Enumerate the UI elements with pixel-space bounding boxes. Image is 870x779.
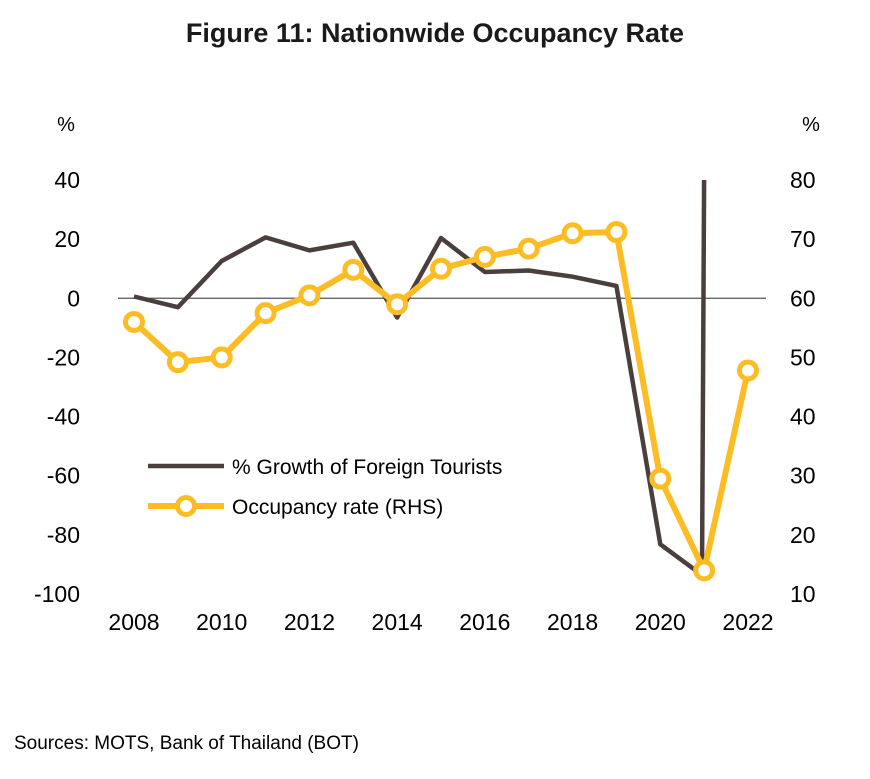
y-left-tick-label: -40 — [47, 404, 80, 430]
occupancy-point — [430, 257, 452, 280]
source-note: Sources: MOTS, Bank of Thailand (BOT) — [14, 733, 359, 754]
axes-layer: 40200-20-40-60-80-1008070605040302010200… — [34, 114, 820, 635]
y-right-tick-label: 20 — [790, 522, 816, 548]
x-tick-label: 2008 — [108, 609, 159, 635]
occupancy-point — [605, 221, 628, 244]
legend-label-tourist-growth: % Growth of Foreign Tourists — [232, 456, 502, 479]
y-left-tick-label: -60 — [47, 463, 80, 489]
y-right-tick-label: 30 — [790, 463, 816, 489]
series-line-tourist-growth — [133, 179, 707, 578]
x-tick-label: 2014 — [372, 609, 423, 635]
y-left-tick-label: 20 — [54, 226, 80, 252]
occupancy-point — [386, 293, 409, 316]
occupancy-point — [693, 559, 716, 582]
x-tick-label: 2022 — [722, 609, 773, 635]
y-right-tick-label: 40 — [790, 404, 816, 430]
occupancy-point — [517, 237, 540, 260]
y-right-tick-label: 10 — [790, 581, 816, 607]
x-tick-label: 2012 — [284, 609, 335, 635]
legend-marker-occupancy-rate — [175, 495, 197, 517]
occupancy-point — [561, 222, 584, 245]
y-right-tick-label: 50 — [790, 344, 816, 370]
y-right-unit-label: % — [802, 114, 820, 136]
x-tick-label: 2018 — [547, 609, 598, 635]
series-layer — [123, 179, 759, 582]
occupancy-point — [737, 359, 759, 382]
occupancy-point — [123, 310, 145, 333]
occupancy-point — [166, 351, 189, 374]
x-tick-label: 2016 — [459, 609, 510, 635]
y-left-tick-label: 0 — [67, 285, 80, 311]
x-tick-label: 2020 — [635, 609, 686, 635]
legend-label-occupancy-rate: Occupancy rate (RHS) — [232, 496, 443, 519]
y-left-tick-label: -100 — [34, 581, 80, 607]
y-left-tick-label: 40 — [54, 167, 80, 193]
chart-legend: % Growth of Foreign Tourists Occupancy ra… — [148, 456, 502, 519]
y-left-tick-label: -20 — [47, 344, 80, 370]
y-right-tick-label: 70 — [790, 226, 816, 252]
occupancy-point — [473, 245, 496, 268]
occupancy-point — [298, 284, 321, 307]
occupancy-point — [254, 302, 277, 325]
y-right-tick-label: 80 — [790, 167, 816, 193]
y-left-unit-label: % — [57, 114, 75, 136]
occupancy-point — [649, 467, 672, 490]
occupancy-point — [342, 258, 365, 281]
occupancy-point — [210, 346, 233, 369]
y-right-tick-label: 60 — [790, 285, 816, 311]
y-left-tick-label: -80 — [47, 522, 80, 548]
x-tick-label: 2010 — [196, 609, 247, 635]
chart-title: Figure 11: Nationwide Occupancy Rate — [185, 18, 685, 48]
